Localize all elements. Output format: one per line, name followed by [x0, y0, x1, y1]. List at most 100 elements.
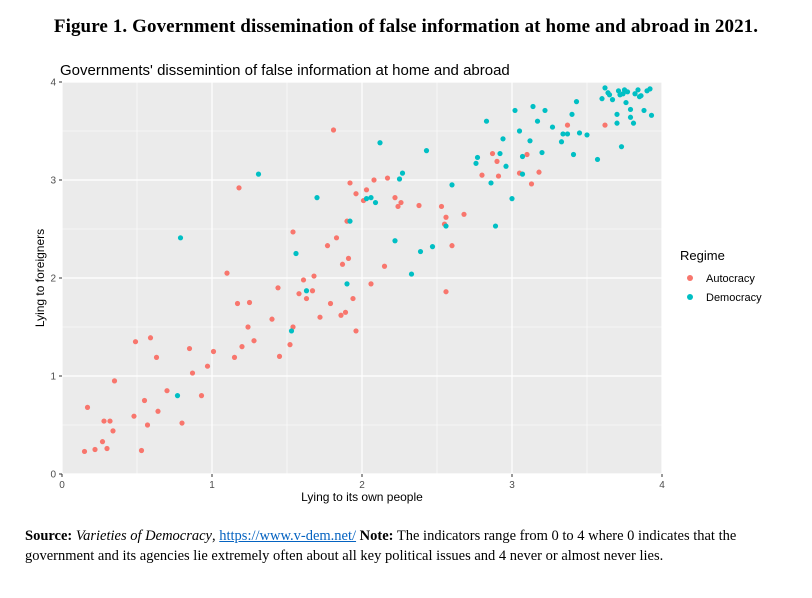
data-point-democracy — [615, 88, 622, 94]
data-point-autocracy — [99, 439, 106, 445]
data-point-autocracy — [371, 177, 377, 183]
x-tick-label: 1 — [209, 480, 215, 491]
data-point-autocracy — [353, 191, 359, 197]
legend-label-autocracy: Autocracy — [706, 273, 755, 285]
data-point-democracy — [363, 196, 370, 202]
x-axis-label: Lying to its own people — [301, 490, 423, 504]
data-point-autocracy — [461, 211, 467, 217]
x-tick-label: 0 — [59, 480, 65, 491]
data-point-autocracy — [239, 344, 245, 350]
data-point-autocracy — [155, 408, 161, 414]
data-point-autocracy — [350, 295, 356, 302]
data-point-democracy — [408, 271, 415, 277]
legend-key-autocracy — [687, 275, 693, 281]
data-point-autocracy — [251, 338, 257, 344]
x-tick-label: 3 — [509, 480, 515, 491]
data-point-autocracy — [179, 420, 185, 426]
data-point-autocracy — [234, 300, 241, 307]
data-point-autocracy — [392, 195, 398, 201]
data-point-democracy — [614, 111, 620, 117]
data-point-autocracy — [536, 169, 542, 175]
data-point-democracy — [314, 195, 320, 201]
data-point-autocracy — [449, 243, 455, 249]
data-point-democracy — [293, 250, 299, 257]
data-point-democracy — [509, 196, 515, 202]
figure-title: Figure 1. Government dissemination of fa… — [53, 16, 759, 37]
data-point-democracy — [512, 107, 518, 114]
data-point-autocracy — [101, 418, 107, 424]
axes: 0 1 2 3 4 0 1 2 3 4 — [50, 78, 665, 492]
data-point-democracy — [527, 138, 533, 144]
data-point-autocracy — [104, 445, 110, 452]
data-point-autocracy — [210, 348, 217, 355]
source-link[interactable]: https://www.v-dem.net/ — [219, 528, 357, 544]
data-point-democracy — [519, 171, 526, 177]
data-point-autocracy — [296, 291, 302, 297]
data-point-autocracy — [236, 185, 242, 191]
data-point-democracy — [347, 218, 353, 224]
data-point-autocracy — [338, 312, 344, 318]
data-point-autocracy — [309, 288, 316, 294]
data-point-autocracy — [489, 150, 496, 157]
data-point-democracy — [474, 154, 481, 161]
data-point-autocracy — [311, 273, 317, 279]
data-point-autocracy — [204, 363, 211, 369]
data-point-democracy — [635, 87, 641, 93]
data-point-autocracy — [245, 324, 251, 330]
data-point-democracy — [573, 99, 580, 105]
data-point-autocracy — [368, 281, 374, 287]
data-point-democracy — [630, 120, 637, 126]
data-point-democracy — [492, 223, 499, 229]
data-point-autocracy — [443, 289, 449, 295]
data-point-democracy — [560, 131, 566, 137]
data-point-autocracy — [189, 370, 196, 376]
data-point-autocracy — [198, 393, 205, 399]
data-point-autocracy — [164, 388, 170, 394]
data-point-democracy — [648, 112, 655, 118]
data-point-democracy — [255, 171, 262, 177]
data-point-autocracy — [345, 255, 352, 261]
data-point-democracy — [627, 114, 634, 120]
data-point-autocracy — [416, 202, 422, 209]
data-point-autocracy — [353, 328, 359, 334]
data-point-democracy — [449, 182, 455, 188]
data-point-democracy — [632, 91, 638, 97]
data-point-democracy — [519, 153, 526, 160]
data-point-democracy — [288, 328, 295, 334]
legend-label-democracy: Democracy — [706, 292, 762, 304]
data-point-autocracy — [186, 345, 193, 352]
data-point-democracy — [569, 111, 575, 117]
y-tick-label: 0 — [50, 470, 56, 481]
data-point-democracy — [618, 144, 625, 150]
data-point-autocracy — [317, 314, 323, 320]
data-point-democracy — [549, 124, 556, 130]
data-point-democracy — [303, 288, 310, 294]
data-point-autocracy — [141, 397, 148, 404]
data-point-democracy — [500, 136, 506, 142]
data-point-autocracy — [231, 354, 238, 360]
data-point-democracy — [558, 139, 565, 145]
data-point-autocracy — [303, 295, 310, 302]
data-point-democracy — [584, 132, 590, 138]
data-point-autocracy — [564, 122, 571, 128]
data-point-autocracy — [495, 173, 502, 179]
data-point-autocracy — [330, 127, 337, 133]
data-point-autocracy — [132, 339, 139, 345]
data-point-autocracy — [276, 353, 283, 359]
data-point-democracy — [576, 130, 583, 136]
data-point-democracy — [641, 107, 647, 114]
legend: Regime Autocracy Democracy — [680, 248, 762, 304]
data-point-democracy — [372, 199, 379, 206]
data-point-democracy — [599, 96, 605, 102]
data-point-democracy — [443, 223, 449, 229]
data-point-democracy — [399, 170, 406, 176]
data-point-democracy — [417, 248, 424, 255]
chart-svg: Governments' dissemintion of false infor… — [33, 62, 762, 504]
data-point-democracy — [638, 93, 644, 99]
data-point-democracy — [497, 150, 503, 157]
data-point-democracy — [429, 244, 436, 250]
data-point-democracy — [473, 160, 479, 166]
data-point-autocracy — [384, 175, 391, 181]
data-point-autocracy — [111, 378, 118, 384]
data-point-autocracy — [275, 285, 281, 291]
